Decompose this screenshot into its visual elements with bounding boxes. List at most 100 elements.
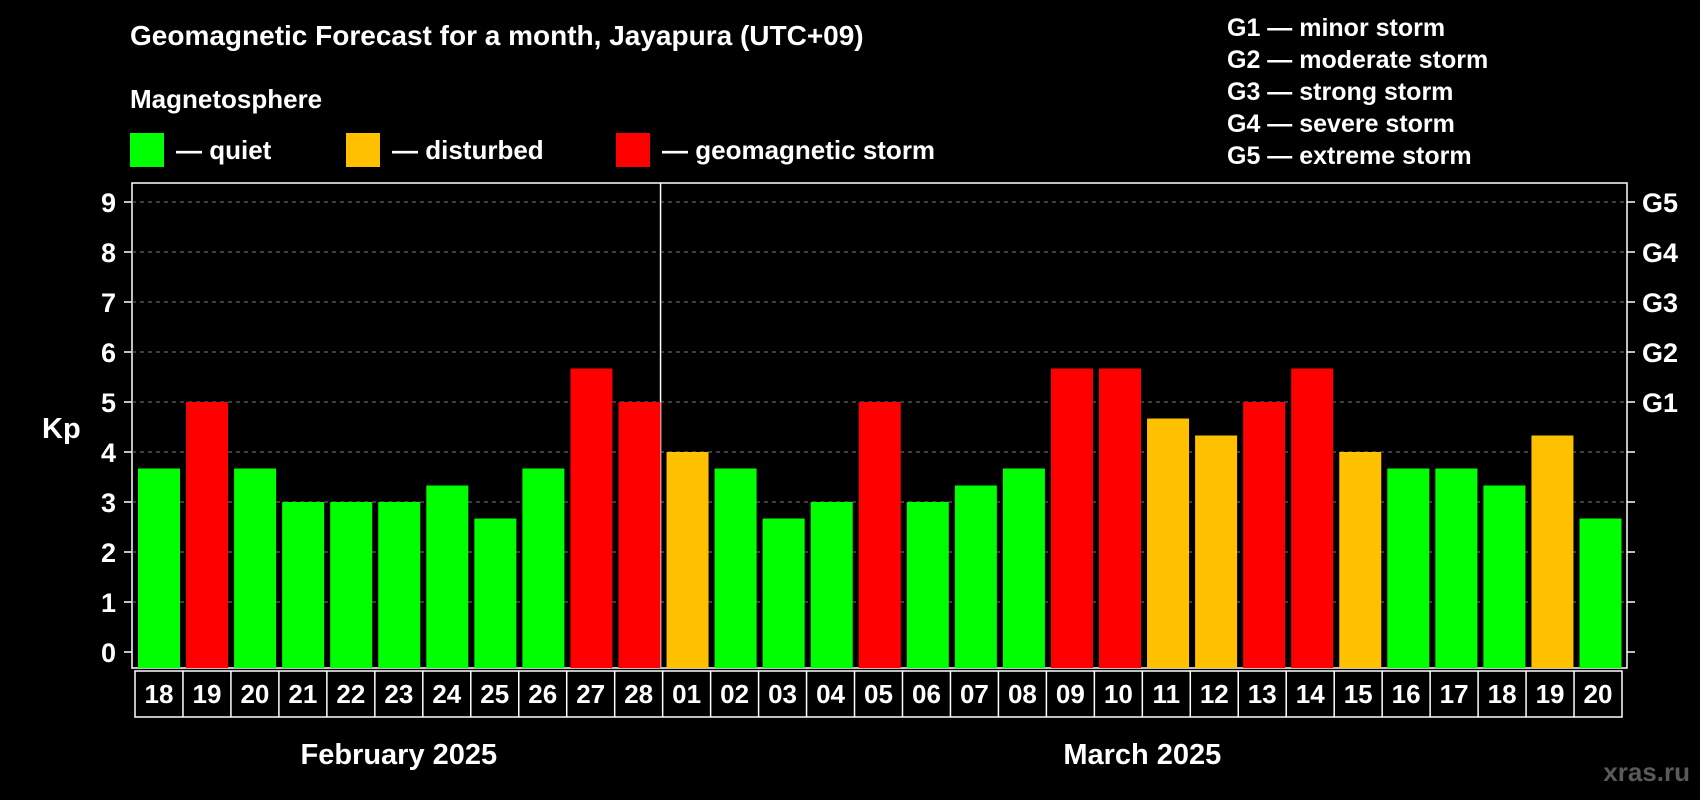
- y-tick-label: 0: [101, 638, 116, 668]
- kp-bar: [714, 468, 757, 668]
- g-scale-g4: G4 — severe storm: [1227, 110, 1455, 138]
- date-label: 14: [1296, 679, 1325, 709]
- y-tick-label: 2: [101, 538, 116, 568]
- kp-bar: [138, 468, 180, 668]
- date-label: 10: [1104, 679, 1133, 709]
- g-scale-legend: G1 — minor storm G2 — moderate storm G3 …: [1227, 12, 1488, 172]
- date-label: 05: [864, 679, 893, 709]
- g-scale-g5: G5 — extreme storm: [1227, 142, 1472, 170]
- kp-bar: [906, 502, 949, 668]
- kp-bar: [810, 502, 853, 668]
- kp-bar: [1195, 435, 1238, 668]
- chart-title: Geomagnetic Forecast for a month, Jayapu…: [130, 20, 864, 51]
- y-tick-label: 6: [101, 338, 116, 368]
- y-tick-label: 7: [101, 288, 116, 318]
- y-tick-label: 3: [101, 488, 116, 518]
- month-label: March 2025: [1063, 739, 1221, 771]
- kp-bar: [1243, 402, 1286, 668]
- kp-bar: [1483, 485, 1526, 668]
- date-label: 19: [192, 679, 221, 709]
- y-axis-label: Kp: [42, 413, 81, 445]
- kp-bar: [1387, 468, 1430, 668]
- date-label: 27: [576, 679, 605, 709]
- kp-bar: [954, 485, 997, 668]
- date-label: 25: [480, 679, 509, 709]
- kp-bar: [474, 518, 517, 668]
- date-label: 04: [816, 679, 845, 709]
- date-label: 07: [960, 679, 989, 709]
- g-tick-label: G5: [1642, 188, 1678, 218]
- kp-bar: [1147, 418, 1190, 668]
- g-scale-g2: G2 — moderate storm: [1227, 46, 1489, 74]
- g-tick-label: G4: [1642, 238, 1678, 268]
- y-tick-label: 5: [101, 388, 116, 418]
- date-label: 24: [432, 679, 461, 709]
- date-label: 11: [1153, 679, 1181, 709]
- date-label: 23: [384, 679, 413, 709]
- legend-storm: — geomagnetic storm: [616, 133, 935, 167]
- g-tick-label: G1: [1642, 388, 1678, 418]
- date-label: 22: [336, 679, 365, 709]
- y-tick-label: 8: [101, 238, 116, 268]
- date-label: 06: [912, 679, 941, 709]
- date-label: 28: [624, 679, 653, 709]
- kp-bar: [570, 368, 613, 668]
- legend-storm-swatch: [616, 133, 650, 167]
- date-label: 08: [1008, 679, 1037, 709]
- date-label: 26: [528, 679, 557, 709]
- legend-disturbed: — disturbed: [346, 133, 544, 167]
- kp-bar: [1002, 468, 1045, 668]
- g-tick-label: G3: [1642, 288, 1678, 318]
- date-label: 18: [145, 679, 174, 709]
- month-label: February 2025: [300, 739, 497, 771]
- date-label: 21: [288, 679, 317, 709]
- y-tick-label: 4: [101, 438, 116, 468]
- date-label: 12: [1200, 679, 1229, 709]
- date-row-frame: [134, 670, 1623, 718]
- date-label: 19: [1536, 679, 1565, 709]
- date-label: 17: [1440, 679, 1469, 709]
- legend-quiet: — quiet: [130, 133, 271, 167]
- legend-disturbed-label: — disturbed: [392, 134, 544, 165]
- y-tick-label: 1: [101, 588, 116, 618]
- g-scale-g3: G3 — strong storm: [1227, 78, 1454, 106]
- date-label: 16: [1392, 679, 1421, 709]
- date-label: 20: [240, 679, 269, 709]
- legend-quiet-swatch: [130, 133, 164, 167]
- legend-quiet-label: — quiet: [176, 134, 272, 165]
- kp-bar: [1339, 452, 1382, 668]
- watermark: xras.ru: [1603, 757, 1690, 787]
- legend-disturbed-swatch: [346, 133, 380, 167]
- g-scale-g1: G1 — minor storm: [1227, 14, 1446, 42]
- kp-bar: [378, 502, 421, 668]
- kp-bar: [282, 502, 325, 668]
- kp-bar: [666, 452, 709, 668]
- kp-bar: [522, 468, 565, 668]
- kp-bar: [1435, 468, 1478, 668]
- date-label: 18: [1488, 679, 1517, 709]
- date-label: 03: [768, 679, 797, 709]
- kp-bar: [1099, 368, 1141, 668]
- kp-bar: [234, 468, 277, 668]
- kp-bar: [858, 402, 901, 668]
- kp-bar: [762, 518, 805, 668]
- kp-bar: [186, 402, 229, 668]
- kp-bar: [1579, 518, 1622, 668]
- date-label: 02: [720, 679, 749, 709]
- legend-storm-label: — geomagnetic storm: [662, 134, 936, 165]
- magnetosphere-label: Magnetosphere: [130, 84, 323, 114]
- kp-bar: [1531, 435, 1574, 668]
- y-tick-label: 9: [101, 188, 116, 218]
- kp-bar: [1050, 368, 1093, 668]
- kp-bar: [330, 502, 373, 668]
- kp-bar: [1291, 368, 1334, 668]
- g-tick-label: G2: [1642, 338, 1678, 368]
- kp-bar: [426, 485, 469, 668]
- date-label: 09: [1056, 679, 1085, 709]
- date-label: 01: [672, 679, 701, 709]
- date-label: 13: [1248, 679, 1277, 709]
- date-label: 20: [1584, 679, 1613, 709]
- date-label: 15: [1344, 679, 1373, 709]
- kp-bar: [618, 402, 661, 668]
